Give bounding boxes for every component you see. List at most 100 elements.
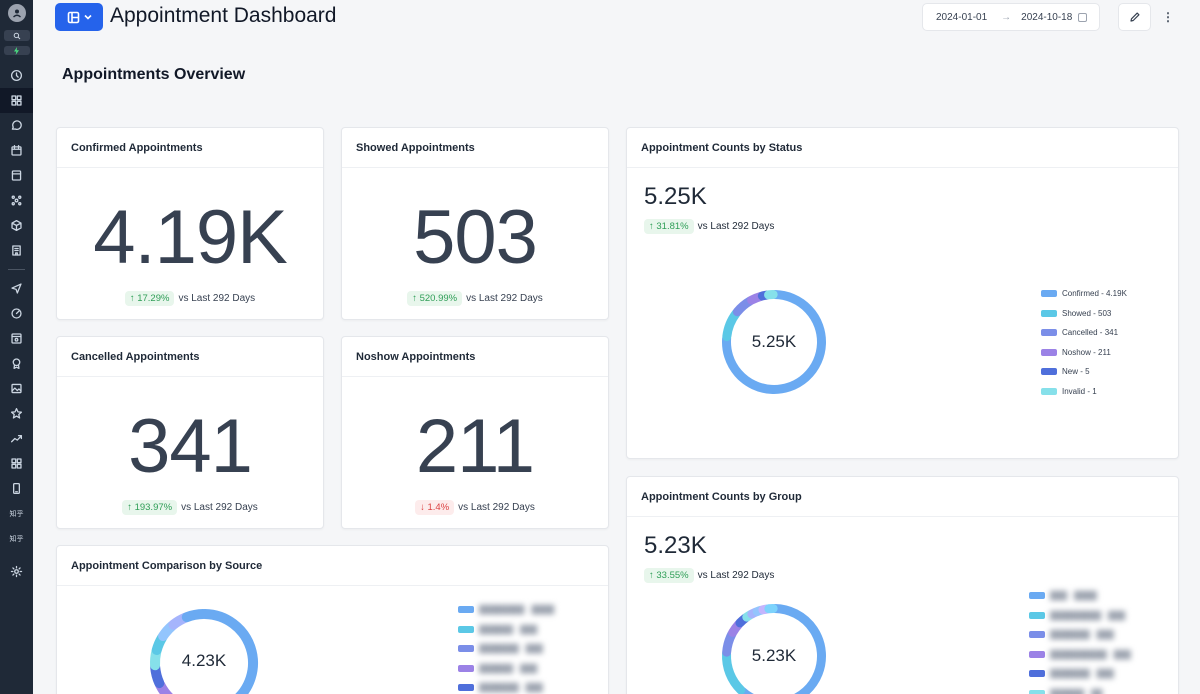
legend-item: ██████ · ███ bbox=[458, 620, 554, 640]
group-donut-chart bbox=[722, 604, 826, 694]
legend-swatch bbox=[1041, 368, 1057, 376]
legend-swatch bbox=[1029, 611, 1045, 619]
legend-label: ██████ · ███ bbox=[479, 624, 538, 634]
legend-item: █████████ · ███ bbox=[1029, 606, 1131, 626]
legend-item-noshow[interactable]: Noshow - 211 bbox=[1041, 343, 1127, 363]
comparison-text: vs Last 292 Days bbox=[458, 502, 535, 513]
donut-slice-0[interactable] bbox=[722, 290, 826, 394]
kpi-value: 4.19K bbox=[93, 195, 288, 280]
date-end[interactable]: 2024-10-18 bbox=[1021, 11, 1073, 23]
kpi-footer: ↓ 1.4% vs Last 292 Days bbox=[342, 500, 608, 515]
legend-swatch bbox=[1029, 689, 1045, 694]
legend-label: ██████ · ███ bbox=[479, 663, 538, 673]
reporting-trend-icon[interactable] bbox=[0, 426, 33, 451]
group-legend: ███ · ████ █████████ · ███ ███████ · ███… bbox=[1029, 586, 1131, 694]
calendar-icon[interactable] bbox=[0, 138, 33, 163]
payments-cube-icon[interactable] bbox=[0, 213, 33, 238]
donut-slice-9[interactable] bbox=[181, 609, 209, 623]
legend-label: New - 5 bbox=[1062, 367, 1090, 377]
legend-label: ███ · ████ bbox=[1050, 591, 1097, 601]
legend-item: ██████████ · ███ bbox=[1029, 645, 1131, 665]
reputation-star-icon[interactable] bbox=[0, 401, 33, 426]
card-title: Confirmed Appointments bbox=[57, 128, 323, 168]
quick-action-bolt-icon[interactable] bbox=[3, 46, 30, 55]
legend-swatch bbox=[1029, 650, 1045, 658]
automation-icon[interactable] bbox=[0, 301, 33, 326]
legend-swatch bbox=[1029, 670, 1045, 678]
legend-item-confirmed[interactable]: Confirmed - 4.19K bbox=[1041, 284, 1127, 304]
legend-item-showed[interactable]: Showed - 503 bbox=[1041, 304, 1127, 324]
memberships-icon[interactable] bbox=[0, 351, 33, 376]
change-badge: ↑ 193.97% bbox=[122, 500, 178, 515]
media-icon[interactable] bbox=[0, 376, 33, 401]
legend-label: ███████ · ███ bbox=[1050, 630, 1114, 640]
card-title: Appointment Counts by Group bbox=[627, 477, 1178, 517]
legend-item: ███████ · ███ bbox=[1029, 664, 1131, 684]
legend-label: Showed - 503 bbox=[1062, 308, 1112, 318]
card-title: Noshow Appointments bbox=[342, 337, 608, 377]
edit-dashboard-button[interactable] bbox=[1118, 3, 1151, 31]
building-icon[interactable] bbox=[0, 238, 33, 263]
legend-label: ███████ · ███ bbox=[479, 644, 543, 654]
source-comparison-card: Appointment Comparison by Source 4.23K █… bbox=[56, 545, 609, 694]
legend-item: ███████ · ███ bbox=[458, 639, 554, 659]
legend-swatch bbox=[1041, 387, 1057, 395]
app-marketplace-icon[interactable] bbox=[0, 451, 33, 476]
legend-item-cancelled[interactable]: Cancelled - 341 bbox=[1041, 323, 1127, 343]
donut-slice-1[interactable] bbox=[722, 649, 746, 694]
sidebar-item-zhihu-2[interactable]: 知乎 bbox=[9, 534, 24, 543]
legend-swatch bbox=[458, 606, 474, 614]
source-legend: ████████ · ████ ██████ · ███ ███████ · █… bbox=[458, 600, 554, 694]
legend-item-invalid[interactable]: Invalid - 1 bbox=[1041, 382, 1127, 402]
legend-item: ██████ · ███ bbox=[458, 659, 554, 679]
sites-icon[interactable] bbox=[0, 326, 33, 351]
launchpad-icon[interactable] bbox=[0, 63, 33, 88]
conversations-icon[interactable] bbox=[0, 113, 33, 138]
more-options-icon[interactable]: ⋮ bbox=[1162, 10, 1174, 24]
card-title: Appointment Counts by Status bbox=[627, 128, 1178, 168]
kpi-value: 211 bbox=[415, 404, 535, 489]
status-legend: Confirmed - 4.19K Showed - 503 Cancelled… bbox=[1041, 284, 1127, 401]
search-icon[interactable] bbox=[3, 30, 30, 41]
legend-label: ███████ · ███ bbox=[1050, 669, 1114, 679]
change-row: ↑ 31.81% vs Last 292 Days bbox=[644, 219, 774, 234]
opportunities-icon[interactable] bbox=[0, 188, 33, 213]
legend-swatch bbox=[1041, 309, 1057, 317]
donut-slice-0[interactable] bbox=[199, 609, 258, 694]
noshow-appointments-card: Noshow Appointments 211 ↓ 1.4% vs Last 29… bbox=[341, 336, 609, 529]
legend-swatch bbox=[1041, 290, 1057, 298]
sidebar: 知乎 知乎 bbox=[0, 0, 33, 694]
donut-slice-0[interactable] bbox=[737, 604, 826, 694]
chevron-down-icon bbox=[83, 14, 92, 20]
donut-center-label: 5.25K bbox=[751, 332, 797, 351]
cancelled-appointments-card: Cancelled Appointments 341 ↑ 193.97% vs L… bbox=[56, 336, 324, 529]
legend-label: ████████ · ████ bbox=[479, 605, 555, 615]
card-title: Cancelled Appointments bbox=[57, 337, 323, 377]
status-donut-chart bbox=[722, 290, 826, 394]
donut-center-label: 4.23K bbox=[181, 651, 227, 670]
legend-item: ███████ · ███ bbox=[458, 678, 554, 694]
dashboard-icon[interactable] bbox=[0, 88, 33, 113]
legend-label: Confirmed - 4.19K bbox=[1062, 289, 1127, 299]
legend-label: ██████ · ██ bbox=[1050, 688, 1103, 694]
kpi-footer: ↑ 193.97% vs Last 292 Days bbox=[57, 500, 323, 515]
contacts-icon[interactable] bbox=[0, 163, 33, 188]
legend-item-new[interactable]: New - 5 bbox=[1041, 362, 1127, 382]
account-avatar-icon[interactable] bbox=[7, 4, 26, 22]
layout-switcher-button[interactable] bbox=[55, 3, 103, 31]
kpi-footer: ↑ 520.99% vs Last 292 Days bbox=[342, 291, 608, 306]
sidebar-item-zhihu-1[interactable]: 知乎 bbox=[9, 509, 24, 518]
legend-swatch bbox=[1041, 348, 1057, 356]
settings-gear-icon[interactable] bbox=[0, 559, 33, 584]
date-start[interactable]: 2024-01-01 bbox=[936, 11, 988, 23]
kpi-footer: ↑ 17.29% vs Last 292 Days bbox=[57, 291, 323, 306]
mobile-app-icon[interactable] bbox=[0, 476, 33, 501]
date-range-picker[interactable]: 2024-01-01 → 2024-10-18 bbox=[922, 3, 1100, 31]
card-title: Showed Appointments bbox=[342, 128, 608, 168]
comparison-text: vs Last 292 Days bbox=[181, 502, 258, 513]
legend-swatch bbox=[458, 664, 474, 672]
change-badge: ↑ 520.99% bbox=[407, 291, 463, 306]
send-icon[interactable] bbox=[0, 276, 33, 301]
legend-item: ███████ · ███ bbox=[1029, 625, 1131, 645]
legend-swatch bbox=[458, 684, 474, 692]
